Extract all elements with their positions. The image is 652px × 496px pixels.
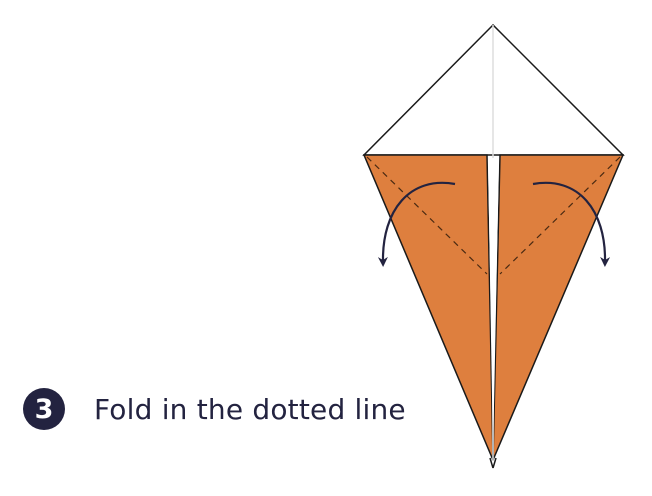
fold-arrow-right-icon: [532, 181, 611, 267]
fold-line-right: [499, 156, 621, 275]
fold-arrow-left-icon: [377, 181, 456, 267]
step-number-badge: 3: [23, 388, 65, 430]
step-instruction: Fold in the dotted line: [94, 392, 406, 426]
step-number: 3: [34, 393, 54, 425]
paper-left-flap: [362, 154, 494, 461]
bottom-tip: [489, 457, 494, 469]
bottom-tip-right: [492, 457, 497, 469]
paper-right-flap: [492, 154, 625, 461]
fold-line-left: [366, 156, 488, 275]
center-gap: [488, 158, 499, 456]
